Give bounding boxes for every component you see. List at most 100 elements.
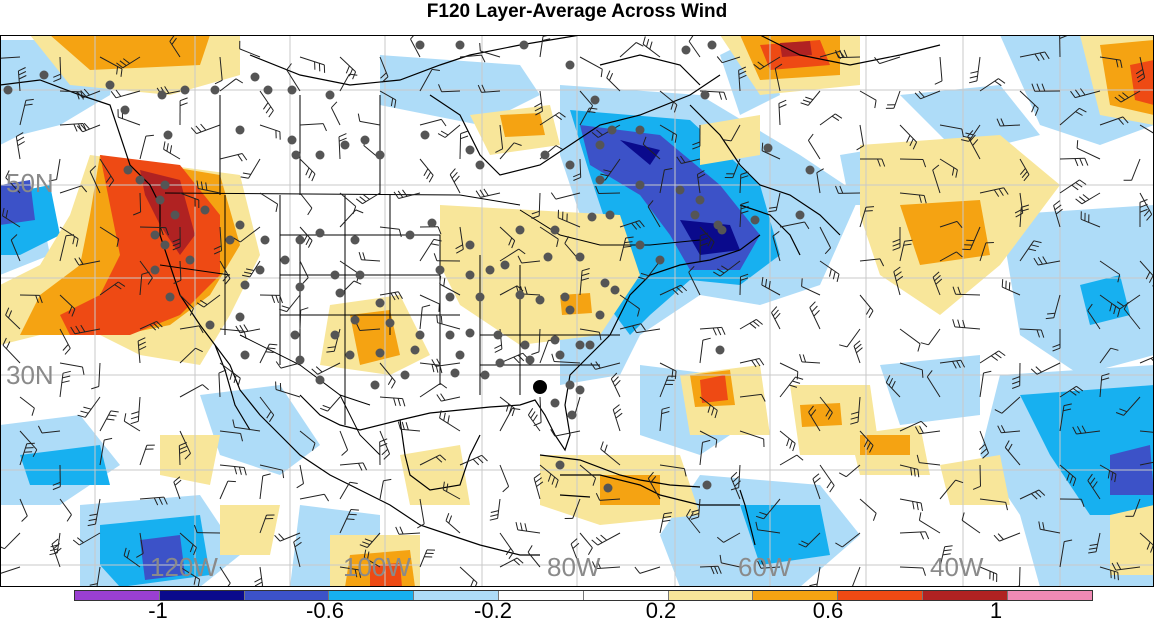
station-dot — [401, 371, 410, 380]
station-dot — [161, 181, 170, 190]
station-dot — [171, 211, 180, 220]
station-dot — [416, 331, 425, 340]
colorbar-swatch — [75, 591, 159, 600]
station-dot — [596, 311, 605, 320]
station-dot — [588, 213, 597, 222]
station-dot — [561, 293, 570, 302]
station-dot — [351, 316, 360, 325]
station-dot — [241, 351, 250, 360]
station-dot — [451, 369, 460, 378]
colorbar-swatch — [159, 591, 244, 600]
station-dot — [161, 241, 170, 250]
station-dot — [296, 236, 305, 245]
station-dot — [676, 186, 685, 195]
station-dot — [331, 331, 340, 340]
station-dot — [476, 293, 485, 302]
colorbar-swatch — [837, 591, 922, 600]
station-dot — [486, 266, 495, 275]
station-dot — [806, 166, 815, 175]
station-dot — [494, 331, 503, 340]
station-dot — [576, 386, 585, 395]
station-dot — [386, 319, 395, 328]
lat-label-30n: 30N — [6, 360, 54, 391]
colorbar-label: -1 — [148, 598, 168, 624]
station-dot — [481, 371, 490, 380]
station-dot — [456, 351, 465, 360]
station-dot — [356, 271, 365, 280]
station-dot — [151, 231, 160, 240]
station-dot — [708, 41, 717, 50]
station-dot — [186, 256, 195, 265]
station-dot — [40, 71, 49, 80]
station-dot — [576, 341, 585, 350]
station-dot — [682, 46, 691, 55]
station-dot — [346, 351, 355, 360]
station-dot — [106, 81, 115, 90]
station-dot — [264, 86, 273, 95]
station-dot — [636, 241, 645, 250]
station-dot — [636, 126, 645, 135]
map-title: F120 Layer-Average Across Wind — [0, 0, 1154, 26]
station-dot — [606, 211, 615, 220]
station-dot — [331, 271, 340, 280]
station-dot — [751, 216, 760, 225]
station-dot — [296, 283, 305, 292]
highlight-station — [533, 380, 547, 394]
station-dot — [466, 271, 475, 280]
colorbar-label: -0.6 — [306, 598, 344, 624]
station-dot — [566, 381, 575, 390]
station-dot — [241, 281, 250, 290]
station-dot — [236, 221, 245, 230]
colorbar — [74, 590, 1093, 601]
station-dot — [251, 73, 260, 82]
colorbar-label: -0.2 — [474, 598, 512, 624]
station-dot — [501, 261, 510, 270]
colorbar-swatch — [668, 591, 753, 600]
station-dot — [568, 411, 577, 420]
station-dot — [336, 289, 345, 298]
station-dot — [361, 136, 370, 145]
station-dot — [211, 86, 220, 95]
lon-label-100w: 100W — [343, 552, 411, 583]
station-dot — [226, 236, 235, 245]
station-dot — [608, 126, 617, 135]
station-dot — [351, 236, 360, 245]
station-dot — [316, 229, 325, 238]
station-dot — [718, 226, 727, 235]
station-dot — [591, 96, 600, 105]
station-dot — [516, 291, 525, 300]
station-dot — [636, 181, 645, 190]
station-dot — [601, 279, 610, 288]
station-dot — [121, 106, 130, 115]
colorbar-swatch — [1007, 591, 1092, 600]
station-dot — [291, 331, 300, 340]
station-dot — [446, 331, 455, 340]
station-dot — [566, 61, 575, 70]
colorbar-label: 0.6 — [813, 598, 844, 624]
station-dot — [164, 131, 173, 140]
lon-label-80w: 80W — [547, 552, 600, 583]
station-dot — [556, 461, 565, 470]
station-dot — [701, 91, 710, 100]
station-dot — [566, 306, 575, 315]
station-dot — [516, 226, 525, 235]
station-dot — [201, 206, 210, 215]
station-dot — [416, 41, 425, 50]
colorbar-label: 1 — [990, 598, 1002, 624]
station-dot — [316, 376, 325, 385]
station-dot — [521, 341, 530, 350]
station-dot — [696, 196, 705, 205]
station-dot — [551, 399, 560, 408]
station-dot — [326, 91, 335, 100]
station-dot — [136, 176, 145, 185]
station-dot — [288, 86, 297, 95]
station-dot — [611, 286, 620, 295]
station-dot — [281, 256, 290, 265]
station-dot — [341, 141, 350, 150]
station-dot — [716, 346, 725, 355]
station-dot — [596, 176, 605, 185]
station-dot — [376, 151, 385, 160]
lon-label-120w: 120W — [150, 552, 218, 583]
station-dot — [466, 146, 475, 155]
station-dot — [586, 341, 595, 350]
